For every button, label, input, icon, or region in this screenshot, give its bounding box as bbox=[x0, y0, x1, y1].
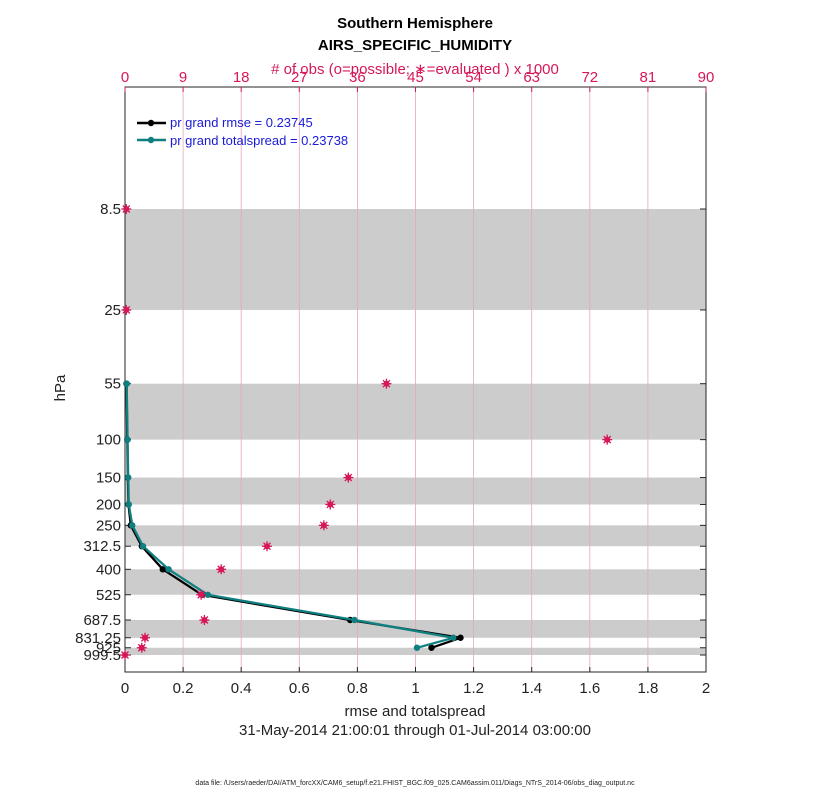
obs-marker-7 bbox=[262, 541, 273, 552]
level-tick-label-12: 925 bbox=[96, 640, 121, 657]
top-tick-label-4: 36 bbox=[349, 69, 366, 86]
legend-rmse-label: pr grand rmse = 0.23745 bbox=[170, 115, 313, 130]
bottom-tick-label-2: 0.4 bbox=[231, 680, 252, 697]
obs-marker-stroke-8-3 bbox=[217, 565, 226, 574]
bottom-tick-label-4: 0.8 bbox=[347, 680, 368, 697]
bottom-tick-label-9: 1.8 bbox=[637, 680, 658, 697]
obs-count-markers bbox=[120, 204, 613, 660]
obs-marker-stroke-12-3 bbox=[137, 643, 146, 652]
obs-marker-stroke-9-3 bbox=[197, 590, 206, 599]
obs-marker-12 bbox=[136, 642, 147, 653]
legend-spread-label: pr grand totalspread = 0.23738 bbox=[170, 133, 348, 148]
obs-marker-4 bbox=[343, 472, 354, 483]
series-1-point-10 bbox=[413, 644, 421, 651]
x-axis-label: rmse and totalspread bbox=[345, 703, 486, 720]
level-tick-label-7: 312.5 bbox=[83, 538, 121, 555]
level-tick-label-1: 25 bbox=[104, 302, 121, 319]
top-tick-label-7: 63 bbox=[523, 69, 540, 86]
top-tick-label-5: 45 bbox=[407, 69, 424, 86]
top-tick-label-3: 27 bbox=[291, 69, 308, 86]
series-1-point-0 bbox=[123, 380, 130, 387]
bottom-tick-label-1: 0.2 bbox=[173, 680, 194, 697]
obs-marker-stroke-10-3 bbox=[200, 616, 209, 624]
obs-marker-10 bbox=[199, 614, 210, 625]
series-1-point-4 bbox=[129, 522, 136, 529]
series-1-point-8 bbox=[351, 616, 358, 624]
obs-marker-stroke-2-3 bbox=[382, 379, 391, 388]
obs-marker-stroke-3-3 bbox=[603, 435, 612, 444]
top-tick-label-2: 18 bbox=[233, 69, 250, 86]
series-1-point-2 bbox=[124, 474, 132, 481]
obs-marker-stroke-4-3 bbox=[344, 473, 353, 482]
bottom-tick-label-8: 1.6 bbox=[579, 680, 600, 697]
obs-marker-stroke-1-3 bbox=[122, 305, 131, 314]
obs-marker-3 bbox=[602, 434, 613, 445]
obs-marker-13 bbox=[120, 650, 130, 660]
obs-marker-stroke-7-3 bbox=[263, 542, 271, 551]
level-tick-label-11: 831.25 bbox=[75, 630, 121, 647]
chart-title: Southern Hemisphere bbox=[337, 15, 493, 32]
level-tick-label-4: 150 bbox=[96, 470, 121, 487]
top-tick-label-10: 90 bbox=[698, 69, 715, 86]
obs-marker-stroke-6-3 bbox=[319, 521, 328, 530]
chart-subtitle: AIRS_SPECIFIC_HUMIDITY bbox=[318, 37, 512, 54]
series-1-point-6 bbox=[165, 566, 172, 573]
obs-marker-5 bbox=[325, 499, 336, 510]
obs-marker-11 bbox=[140, 632, 151, 643]
obs-marker-6 bbox=[318, 520, 329, 531]
bottom-tick-label-6: 1.2 bbox=[463, 680, 484, 697]
bottom-tick-label-3: 0.6 bbox=[289, 680, 310, 697]
bottom-tick-label-5: 1 bbox=[411, 680, 419, 697]
bottom-tick-label-0: 0 bbox=[121, 680, 129, 697]
obs-marker-stroke-11-3 bbox=[141, 633, 149, 642]
obs-marker-stroke-13-3 bbox=[121, 651, 129, 659]
series-0-point-6 bbox=[159, 566, 166, 573]
top-axis-ticks: 0 9 18 27 36 45 54 63 72 81 90 bbox=[121, 69, 715, 92]
footnote: data file: /Users/raeder/DAI/ATM_forcXX/… bbox=[195, 780, 635, 787]
level-tick-label-9: 525 bbox=[96, 587, 121, 604]
obs-marker-1 bbox=[121, 304, 132, 315]
obs-marker-0 bbox=[121, 204, 132, 214]
level-tick-label-6: 250 bbox=[96, 517, 121, 534]
obs-marker-stroke-5-3 bbox=[326, 500, 335, 509]
top-tick-label-9: 81 bbox=[640, 69, 657, 86]
date-range-label: 31-May-2014 21:00:01 through 01-Jul-2014… bbox=[239, 722, 591, 739]
series-0-point-9 bbox=[457, 634, 464, 641]
legend-rmse-marker bbox=[147, 119, 155, 127]
level-tick-label-10: 687.5 bbox=[83, 612, 121, 629]
top-tick-label-6: 54 bbox=[465, 69, 482, 86]
obs-marker-8 bbox=[216, 564, 227, 575]
top-tick-label-8: 72 bbox=[581, 69, 598, 86]
legend-spread-marker bbox=[147, 136, 155, 144]
series-0-point-10 bbox=[428, 644, 435, 651]
series-1-point-1 bbox=[124, 436, 131, 443]
top-axis-label: # of obs (o=possible; ∗=evaluated ) x 10… bbox=[271, 61, 559, 78]
series-1-point-9 bbox=[450, 634, 457, 641]
y-axis-label: hPa bbox=[52, 374, 69, 401]
obs-marker-stroke-0-3 bbox=[122, 205, 131, 213]
level-tick-label-8: 400 bbox=[96, 561, 121, 578]
level-tick-label-13: 999.5 bbox=[83, 647, 121, 664]
level-tick-label-2: 55 bbox=[104, 376, 121, 393]
obs-marker-9 bbox=[196, 589, 207, 600]
vertical-gridlines bbox=[182, 87, 649, 672]
pressure-axis-ticks: 8.5 25 55 100 150 200 250 312.5 400 525 687.5831.2… bbox=[75, 201, 706, 664]
obs-marker-2 bbox=[381, 378, 392, 389]
bottom-axis-ticks: 0 0.2 0.4 0.6 0.8 1 1.2 1.4 1.6 1.8 2 bbox=[121, 667, 710, 697]
level-tick-label-5: 200 bbox=[96, 496, 121, 513]
bottom-tick-label-10: 2 bbox=[702, 680, 710, 697]
bottom-tick-label-7: 1.4 bbox=[521, 680, 542, 697]
top-tick-label-0: 0 bbox=[121, 69, 129, 86]
series-1-point-5 bbox=[139, 543, 147, 550]
legend: pr grand rmse = 0.23745 pr grand totalsp… bbox=[137, 115, 348, 148]
level-tick-label-3: 100 bbox=[96, 432, 121, 449]
series-1-point-7 bbox=[204, 591, 211, 598]
top-tick-label-1: 9 bbox=[179, 69, 187, 86]
level-tick-label-0: 8.5 bbox=[100, 201, 121, 218]
series-1-point-3 bbox=[125, 501, 132, 508]
